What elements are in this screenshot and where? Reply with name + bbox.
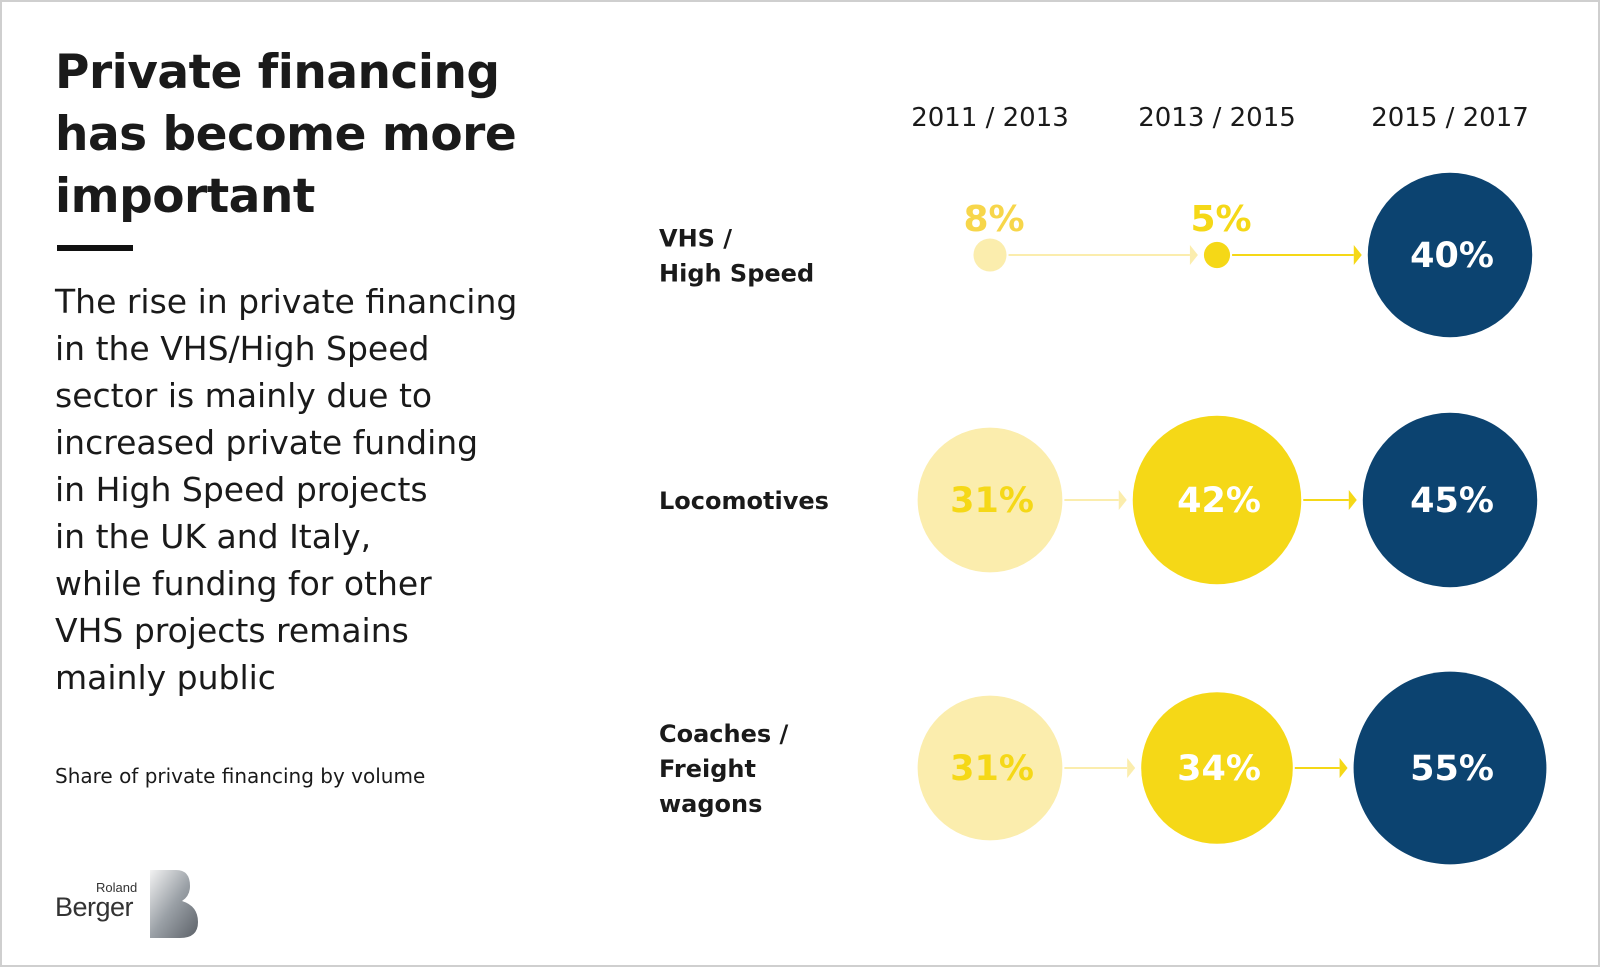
bubble-label-r3-c2: 34% bbox=[1177, 749, 1261, 789]
bubble-r3-c3 bbox=[1353, 671, 1547, 865]
logo-berger-text: Berger bbox=[55, 892, 134, 922]
bubble-label-r2-c3: 45% bbox=[1410, 481, 1494, 521]
bubble-label-r2-c1: 31% bbox=[950, 481, 1034, 521]
row-label-3: Coaches / Freight wagons bbox=[659, 720, 789, 818]
arrows bbox=[1008, 245, 1362, 778]
arrow-head-r3-1 bbox=[1127, 758, 1136, 778]
arrow-head-r3-2 bbox=[1339, 758, 1348, 778]
bubble-label-r3-c1: 31% bbox=[950, 749, 1034, 789]
column-header-3: 2015 / 2017 bbox=[1371, 103, 1529, 133]
bubble-label-r1-c3: 40% bbox=[1410, 236, 1494, 276]
page-title: Private financing has become more import… bbox=[55, 45, 517, 224]
roland-berger-logo: Roland Berger bbox=[55, 868, 205, 943]
arrow-head-r1-2 bbox=[1353, 245, 1362, 265]
arrow-head-r2-2 bbox=[1348, 490, 1357, 510]
row-label-2: Locomotives bbox=[659, 487, 829, 515]
logo-roland-text: Roland bbox=[96, 880, 138, 895]
arrow-head-r1-1 bbox=[1189, 245, 1198, 265]
column-header-1: 2011 / 2013 bbox=[911, 103, 1069, 133]
bubble-r2-c1 bbox=[917, 427, 1063, 573]
bubble-r3-c1 bbox=[917, 695, 1063, 841]
bubble-label-r1-c2: 5% bbox=[1190, 199, 1251, 240]
description-text: The rise in private financing in the VHS… bbox=[55, 282, 518, 697]
bubble-label-r3-c3: 55% bbox=[1410, 749, 1494, 789]
logo-b-mark-icon bbox=[150, 870, 198, 938]
title-underline bbox=[57, 245, 133, 251]
bubble-r1-c3 bbox=[1367, 172, 1533, 338]
arrow-head-r2-1 bbox=[1118, 490, 1127, 510]
bubble-r2-c2 bbox=[1132, 415, 1302, 585]
row-label-1: VHS / High Speed bbox=[659, 225, 814, 288]
bubble-r3-c2 bbox=[1141, 692, 1293, 844]
bubble-label-r2-c2: 42% bbox=[1177, 481, 1261, 521]
column-headers: 2011 / 2013 2013 / 2015 2015 / 2017 bbox=[911, 103, 1529, 133]
column-header-2: 2013 / 2015 bbox=[1138, 103, 1296, 133]
chart-footnote: Share of private financing by volume bbox=[55, 764, 426, 788]
bubbles: 8% 5% 40% 31% 42% 45% 31% 34% 55% bbox=[917, 172, 1547, 865]
bubble-r1-c2 bbox=[1203, 241, 1231, 269]
bubble-r2-c3 bbox=[1362, 412, 1538, 588]
bubble-label-r1-c1: 8% bbox=[963, 199, 1024, 240]
row-labels: VHS / High Speed Locomotives Coaches / Freig… bbox=[659, 225, 829, 819]
bubble-r1-c1 bbox=[973, 238, 1007, 272]
